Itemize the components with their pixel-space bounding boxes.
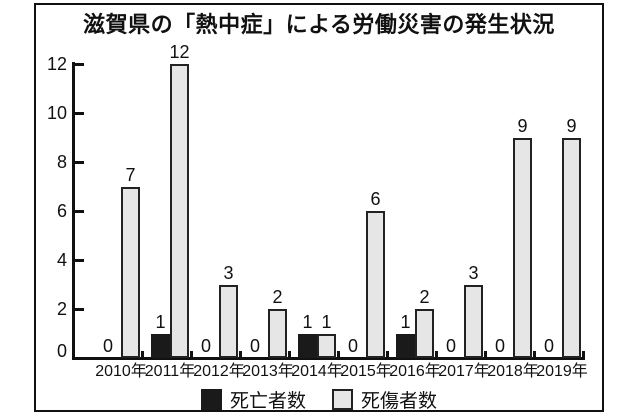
death-value-label-2011年: 1	[155, 311, 166, 332]
death-value-label-2013年: 0	[249, 336, 260, 356]
x-axis-label-2013年: 2013年	[242, 363, 294, 380]
injury-bar-2014年	[317, 333, 336, 358]
x-axis-label-2015年: 2015年	[340, 363, 392, 380]
y-tick-12	[74, 63, 84, 66]
death-value-label-2019年: 0	[543, 336, 554, 356]
injury-bar-2016年	[415, 309, 434, 358]
x-axis-label-2017年: 2017年	[438, 363, 490, 380]
x-axis-label-2012年: 2012年	[193, 363, 245, 380]
x-axis-line	[72, 357, 585, 360]
y-tick-6	[74, 210, 84, 213]
death-value-label-2016年: 1	[400, 311, 411, 332]
death-value-label-2012年: 0	[200, 336, 211, 356]
x-axis-label-2018年: 2018年	[487, 363, 539, 380]
death-value-label-2018年: 0	[494, 336, 505, 356]
y-tick-4	[74, 259, 84, 262]
legend-label-injuries: 死傷者数	[361, 391, 438, 412]
death-bar-2016年	[396, 333, 415, 358]
death-value-label-2015年: 0	[347, 336, 358, 356]
x-tick-2012年	[239, 351, 242, 358]
legend-label-deaths: 死亡者数	[229, 391, 306, 412]
y-axis-line	[72, 62, 75, 360]
y-tick-8	[74, 161, 84, 164]
x-tick-2018年	[533, 351, 536, 358]
injury-value-label-2016年: 2	[419, 287, 430, 307]
x-axis-label-2010年: 2010年	[95, 363, 147, 380]
injury-bar-2019年	[562, 137, 581, 358]
legend-item-injuries: 死傷者数	[332, 386, 437, 413]
injury-value-label-2015年: 6	[370, 189, 381, 209]
death-value-label-2014年: 1	[302, 311, 313, 332]
injury-value-label-2013年: 2	[272, 287, 283, 307]
legend-item-deaths: 死亡者数	[200, 386, 306, 413]
injury-value-label-2018年: 9	[517, 115, 528, 136]
death-value-label-2010年: 0	[102, 336, 113, 356]
x-tick-2017年	[484, 351, 487, 358]
injury-bar-2010年	[121, 186, 140, 358]
y-tick-10	[74, 112, 84, 115]
chart-title: 滋賀県の「熱中症」による労働災害の発生状況	[83, 12, 555, 37]
x-tick-2010年	[141, 351, 144, 358]
legend: 死亡者数 死傷者数	[34, 386, 604, 413]
injury-value-label-2012年: 3	[223, 262, 234, 283]
y-axis-label-8: 8	[56, 152, 67, 172]
injury-value-label-2011年: 12	[169, 42, 190, 62]
deaths-swatch-icon	[200, 389, 222, 410]
x-tick-2011年	[190, 351, 193, 358]
injury-bar-2013年	[268, 309, 287, 358]
y-axis-label-12: 12	[46, 54, 67, 74]
y-axis-label-4: 4	[56, 250, 67, 270]
death-bar-2014年	[298, 333, 317, 358]
injury-value-label-2017年: 3	[468, 262, 479, 283]
injury-bar-2015年	[366, 211, 385, 358]
x-tick-2013年	[288, 351, 291, 358]
injury-value-label-2019年: 9	[566, 115, 577, 136]
injury-bar-2012年	[219, 284, 238, 358]
x-tick-2016年	[435, 351, 438, 358]
death-bar-2011年	[151, 333, 170, 358]
x-axis-label-2019年: 2019年	[536, 363, 588, 380]
injury-value-label-2014年: 1	[321, 311, 332, 332]
injury-value-label-2010年: 7	[125, 164, 136, 185]
y-tick-2	[74, 308, 84, 311]
y-axis-label-6: 6	[56, 201, 67, 221]
injury-bar-2011年	[170, 64, 189, 358]
x-tick-2014年	[337, 351, 340, 358]
y-axis-label-10: 10	[46, 103, 67, 123]
x-tick-2019年	[582, 351, 585, 358]
x-axis-label-2011年: 2011年	[144, 363, 196, 380]
death-value-label-2017年: 0	[445, 336, 456, 356]
x-axis-label-2016年: 2016年	[389, 363, 441, 380]
y-axis-label-0: 0	[56, 341, 67, 361]
x-tick-2015年	[386, 351, 389, 358]
injury-bar-2017年	[464, 284, 483, 358]
y-axis-label-2: 2	[56, 299, 67, 319]
injury-bar-2018年	[513, 137, 532, 358]
x-axis-label-2014年: 2014年	[291, 363, 343, 380]
injuries-swatch-icon	[332, 389, 353, 410]
